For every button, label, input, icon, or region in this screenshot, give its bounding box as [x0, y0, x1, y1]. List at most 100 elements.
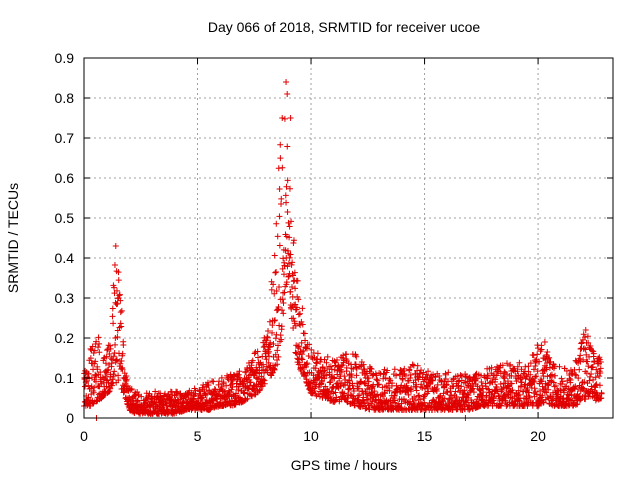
data-point [235, 387, 242, 394]
data-point [274, 361, 281, 368]
data-point [255, 354, 262, 361]
data-point [277, 155, 284, 162]
data-point [260, 361, 267, 368]
data-point [363, 396, 370, 403]
data-point [415, 393, 422, 400]
data-point [460, 403, 467, 410]
data-point [583, 370, 590, 377]
data-point [397, 366, 404, 373]
data-point [271, 366, 278, 373]
data-point [340, 352, 347, 359]
data-point [391, 366, 398, 373]
data-point [321, 375, 328, 382]
data-point [457, 372, 464, 379]
data-point [533, 391, 540, 398]
data-point [399, 376, 406, 383]
data-point [590, 350, 597, 357]
data-point [113, 287, 120, 294]
data-point [291, 269, 298, 276]
data-point [581, 379, 588, 386]
data-point [508, 380, 515, 387]
data-point [582, 346, 589, 353]
y-tick-label: 0 [66, 410, 74, 426]
data-point [265, 328, 272, 335]
data-point [266, 353, 273, 360]
data-point [303, 361, 310, 368]
data-point [103, 376, 110, 383]
data-point [114, 334, 121, 341]
data-point [593, 381, 600, 388]
data-point [283, 199, 290, 206]
y-tick-label: 0.7 [55, 130, 75, 146]
data-point [493, 372, 500, 379]
data-point [499, 362, 506, 369]
data-point [544, 359, 551, 366]
data-point [461, 390, 468, 397]
y-tick-label: 0.5 [55, 210, 75, 226]
data-point [271, 317, 278, 324]
data-point [278, 336, 285, 343]
data-point [265, 350, 272, 357]
data-point [102, 360, 109, 367]
data-point [109, 305, 116, 312]
data-point [290, 315, 297, 322]
data-point [312, 365, 319, 372]
data-point [289, 284, 296, 291]
data-point [525, 368, 532, 375]
data-point [531, 379, 538, 386]
data-point [406, 366, 413, 373]
data-point [432, 386, 439, 393]
data-point [247, 379, 254, 386]
data-point [525, 363, 532, 370]
data-point [425, 368, 432, 375]
data-point [478, 379, 485, 386]
data-point [584, 333, 591, 340]
data-point [298, 339, 305, 346]
data-point [272, 335, 279, 342]
data-point [126, 394, 133, 401]
data-point [566, 375, 573, 382]
data-point [548, 373, 555, 380]
data-point [399, 375, 406, 382]
data-point [297, 322, 304, 329]
data-point [551, 372, 558, 379]
data-point [365, 396, 372, 403]
data-point [514, 363, 521, 370]
data-point [356, 392, 363, 399]
data-point [552, 382, 559, 389]
data-point [590, 376, 597, 383]
data-point [283, 279, 290, 286]
data-points [81, 79, 605, 421]
data-point [500, 384, 507, 391]
data-point [278, 201, 285, 208]
data-point [558, 375, 565, 382]
data-point [280, 271, 287, 278]
data-point [582, 327, 589, 333]
data-point [589, 364, 596, 371]
data-point [88, 391, 95, 398]
data-point [425, 388, 432, 395]
data-point [210, 378, 217, 385]
data-point [277, 332, 284, 339]
data-point [111, 262, 118, 269]
data-point [491, 371, 498, 378]
data-point [384, 367, 391, 374]
data-point [412, 377, 419, 384]
data-point [286, 223, 293, 230]
data-point [563, 368, 570, 375]
data-point [285, 219, 292, 226]
data-point [575, 375, 582, 382]
data-point [296, 310, 303, 317]
data-point [279, 296, 286, 303]
data-point [440, 390, 447, 397]
data-point [280, 255, 287, 262]
data-point [283, 183, 290, 190]
data-point [444, 389, 451, 396]
data-point [379, 393, 386, 400]
y-tick-label: 0.6 [55, 170, 75, 186]
data-point [281, 115, 288, 122]
data-point [337, 383, 344, 390]
data-point [118, 307, 125, 314]
data-point [263, 356, 270, 363]
data-point [534, 368, 541, 375]
